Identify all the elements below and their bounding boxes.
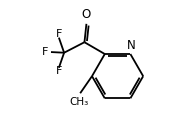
Text: N: N	[127, 39, 136, 52]
Text: F: F	[56, 29, 62, 39]
Text: F: F	[42, 47, 48, 57]
Text: CH₃: CH₃	[69, 96, 89, 107]
Text: O: O	[82, 8, 91, 21]
Text: F: F	[56, 66, 62, 76]
